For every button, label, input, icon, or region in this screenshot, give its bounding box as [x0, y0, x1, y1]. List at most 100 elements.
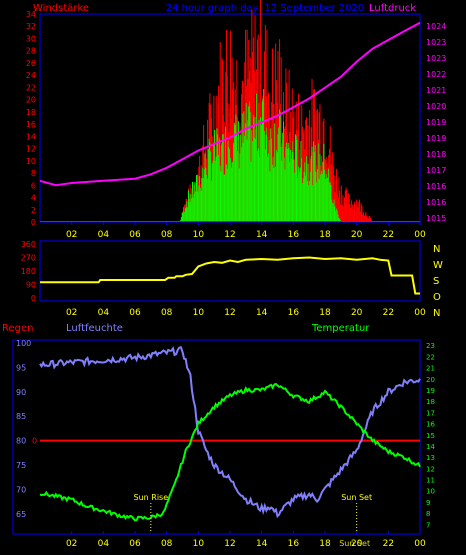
wind-bar [295, 135, 297, 222]
wind-bar [188, 198, 190, 222]
pressure-layer [39, 21, 421, 187]
wind-bar [255, 139, 257, 222]
wind-bar [275, 166, 277, 222]
time-tick-label: 22 [383, 539, 394, 549]
wind-bar [298, 172, 300, 222]
temperature-tick-label: 21 [426, 365, 435, 373]
temperature-tick-label: 15 [426, 432, 435, 440]
wind-bar [260, 117, 262, 222]
gust-bar [370, 219, 372, 222]
wind-bar [281, 160, 283, 222]
wind-bar [317, 143, 319, 222]
time-tick-label: 04 [98, 230, 110, 240]
gust-bar [363, 212, 364, 222]
pressure-tick-label: 1021 [426, 86, 446, 95]
wind-bar [301, 158, 303, 222]
gust-bar [250, 82, 252, 223]
wind-bar [307, 163, 309, 222]
wind-tick-label: 24 [26, 71, 36, 80]
direction-line [40, 256, 420, 295]
wind-bar [284, 169, 286, 222]
gust-bar [338, 177, 340, 222]
wind-bar [222, 134, 224, 222]
wind-tick-label: 2 [31, 206, 36, 215]
wind-bar [306, 181, 308, 222]
wind-bar [306, 156, 307, 222]
wind-tick-label: 20 [26, 96, 36, 105]
time-tick-label: 00 [414, 230, 426, 240]
time-tick-label: 16 [288, 539, 300, 549]
wind-bar [237, 151, 239, 222]
wind-bar [331, 199, 333, 222]
wind-bar [191, 198, 193, 222]
wind-bar [292, 152, 294, 222]
wind-bar [218, 155, 220, 222]
wind-bar [185, 207, 187, 222]
time-tick-label: 10 [193, 308, 205, 318]
wind-bar [339, 218, 341, 222]
pressure-tick-label: 1024 [426, 22, 446, 31]
wind-bar [199, 176, 201, 222]
time-tick-label: 22 [383, 230, 394, 240]
temperature-tick-label: 18 [426, 398, 435, 406]
wind-bar [321, 173, 323, 222]
gust-bar [369, 216, 371, 222]
wind-bar [252, 115, 254, 222]
wind-bar [208, 138, 210, 222]
wind-bar [320, 174, 322, 222]
wind-bar [209, 142, 211, 222]
wind-bar [189, 202, 191, 222]
gust-bar [332, 152, 334, 222]
wind-bar [222, 134, 224, 222]
gust-bar [340, 204, 342, 222]
temperature-tick-label: 12 [426, 465, 435, 473]
wind-bar [256, 93, 258, 222]
wind-bar [182, 212, 184, 222]
wind-bar [336, 208, 338, 222]
wind-bar [271, 138, 273, 222]
wind-bar [202, 167, 204, 222]
wind-bar [216, 128, 218, 222]
wind-tick-label: 34 [26, 10, 36, 19]
wind-bar [312, 185, 314, 222]
time-tick-label: 02 [66, 230, 77, 240]
wind-bar [311, 146, 313, 222]
wind-bar [330, 185, 332, 222]
wind-bar [248, 106, 250, 222]
time-tick-label: 12 [224, 539, 235, 549]
time-tick-label: 14 [256, 539, 268, 549]
wind-bar [197, 191, 199, 222]
gust-bar [368, 216, 370, 222]
temperature-tick-label: 7 [426, 521, 430, 529]
wind-bar [183, 207, 185, 222]
time-tick-label: 14 [256, 308, 268, 318]
wind-bar [277, 134, 279, 222]
wind-bar [282, 132, 284, 222]
wind-bar [288, 147, 290, 222]
pressure-tick-label: 1019 [426, 118, 446, 127]
wind-bar [274, 123, 276, 222]
wind-pressure-ticks: 0246810121416182022242628303234101510161… [26, 10, 447, 240]
compass-label: N [433, 308, 440, 319]
pressure-tick-label: 1023 [426, 38, 446, 47]
gust-bar [355, 210, 357, 222]
wind-bar [308, 185, 310, 222]
wind-bar [338, 218, 340, 222]
wind-bar [257, 148, 259, 222]
gust-bar [203, 124, 205, 222]
time-tick-label: 16 [288, 230, 300, 240]
wind-bar [322, 161, 324, 222]
compass-label: O [433, 292, 441, 303]
time-tick-label: 02 [66, 539, 77, 549]
wind-bar [310, 155, 312, 222]
gust-bar [344, 190, 346, 222]
gust-bar [351, 204, 353, 222]
gust-bar [347, 192, 349, 222]
time-tick-label: 00 [414, 308, 426, 318]
wind-bar [334, 206, 336, 222]
gust-bar [317, 109, 319, 222]
gust-bar [343, 206, 345, 222]
gust-bar [331, 163, 333, 222]
time-tick-label: 10 [193, 230, 205, 240]
gust-bar [360, 203, 362, 222]
